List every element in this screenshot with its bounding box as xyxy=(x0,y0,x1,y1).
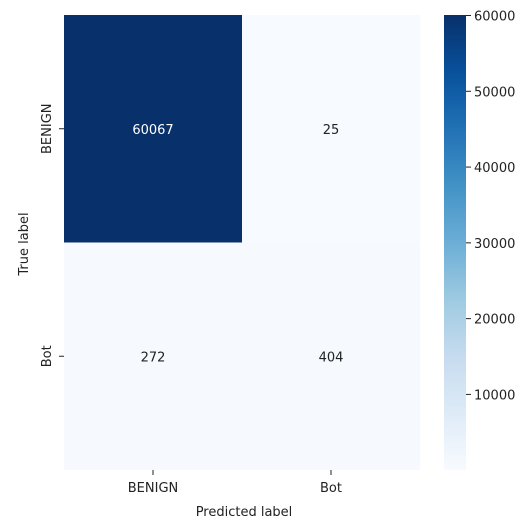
x-tick-label: Bot xyxy=(320,481,342,496)
heatmap-cell-labels: 60067 25 272 404 xyxy=(132,123,343,366)
y-tick-label: BENIGN xyxy=(40,104,55,155)
colorbar xyxy=(444,15,466,470)
cell-value-label: 404 xyxy=(319,350,344,365)
colorbar-tick-label: 40000 xyxy=(474,161,515,176)
heatmap-cells xyxy=(64,15,420,470)
colorbar-tick-label: 20000 xyxy=(474,313,515,328)
x-tick-label: BENIGN xyxy=(128,481,179,496)
y-axis-title: True label xyxy=(17,212,32,276)
y-tick-label: Bot xyxy=(40,345,55,367)
colorbar-tick-label: 50000 xyxy=(474,85,515,100)
heatmap-cell xyxy=(64,242,242,470)
heatmap-cell xyxy=(64,15,242,243)
colorbar-tick-label: 10000 xyxy=(474,388,515,403)
heatmap-cell xyxy=(242,15,420,243)
colorbar-ticks: 10000 20000 30000 40000 50000 60000 xyxy=(466,10,515,403)
cell-value-label: 60067 xyxy=(132,123,173,138)
heatmap-cell xyxy=(242,242,420,470)
cell-value-label: 272 xyxy=(141,350,166,365)
x-axis-title: Predicted label xyxy=(196,505,293,520)
x-axis-ticks: BENIGN Bot xyxy=(128,470,342,496)
colorbar-tick-label: 30000 xyxy=(474,237,515,252)
y-axis-ticks: BENIGN Bot xyxy=(40,104,64,367)
colorbar-tick-label: 60000 xyxy=(474,10,515,25)
cell-value-label: 25 xyxy=(323,123,340,138)
